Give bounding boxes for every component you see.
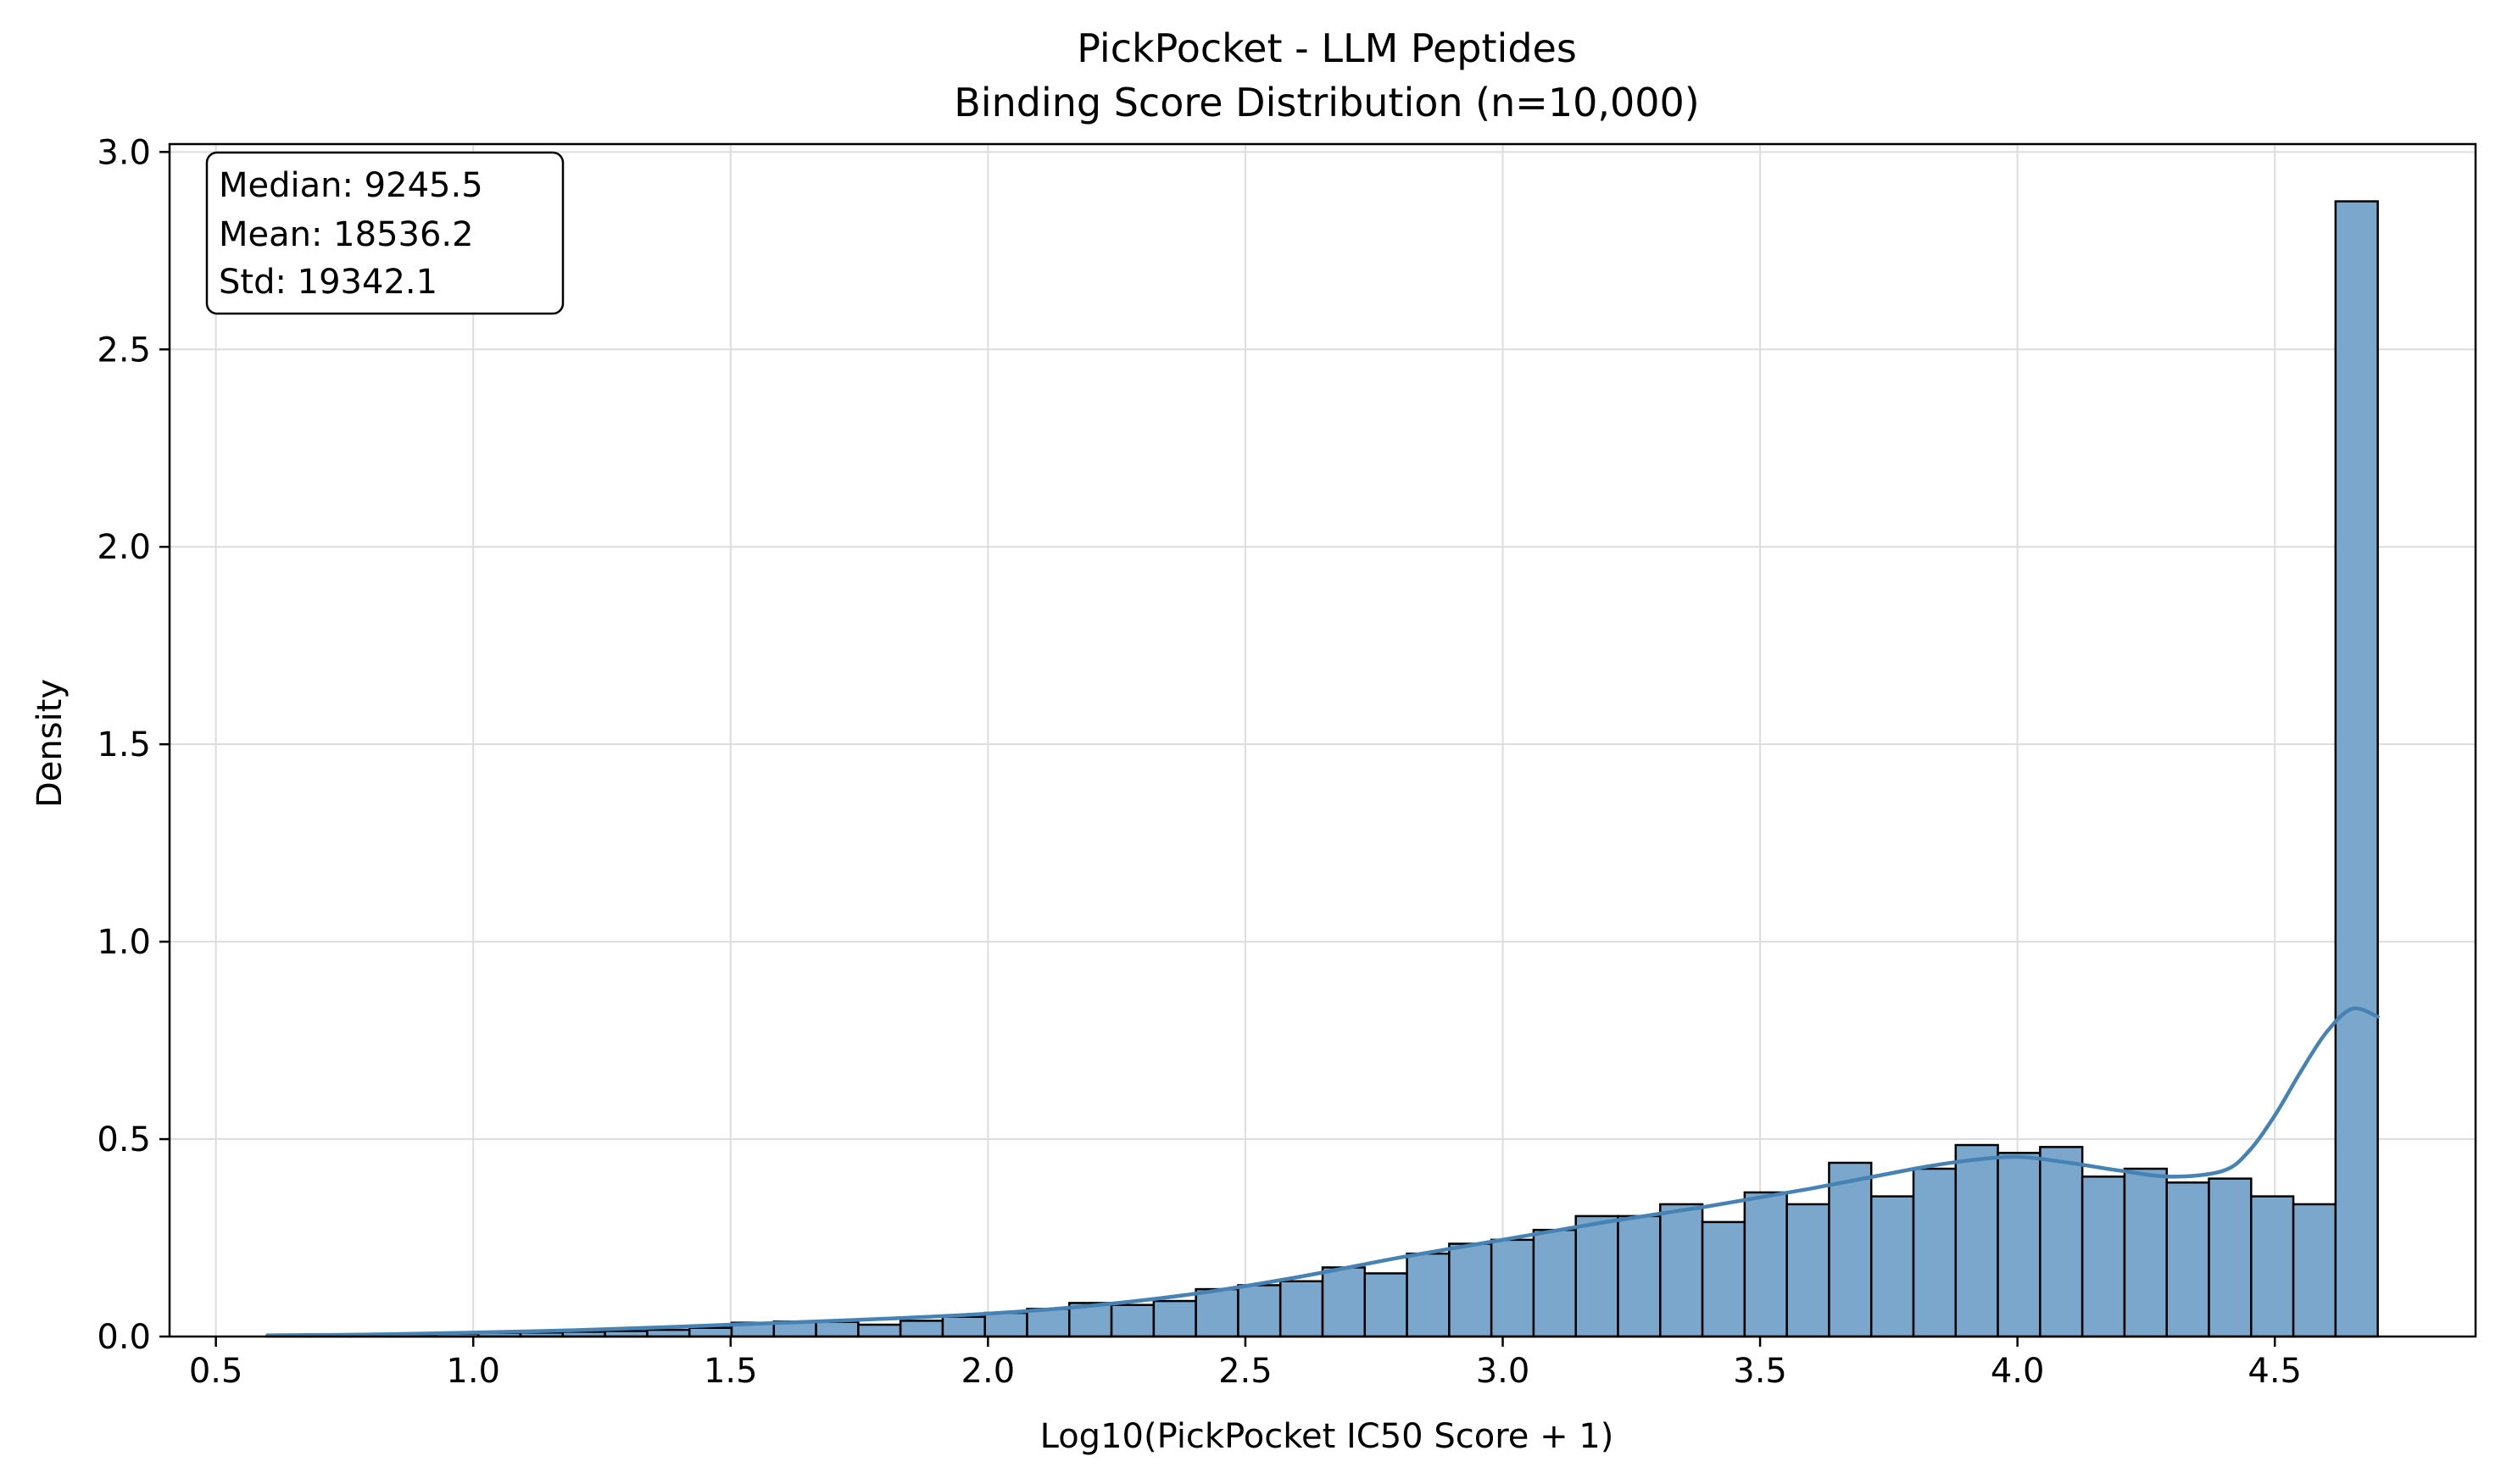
histogram-bar: [2292, 1203, 2337, 1338]
histogram-bar: [1954, 1143, 1999, 1338]
stats-annotation-box: [205, 151, 565, 315]
histogram-bar: [2123, 1167, 2168, 1338]
histogram-bar: [1363, 1272, 1408, 1338]
histogram-bar: [941, 1315, 986, 1338]
histogram-bar: [1406, 1252, 1451, 1338]
histogram-bar: [1574, 1214, 1619, 1338]
histogram-bar: [1448, 1242, 1493, 1338]
histogram-bars: [266, 200, 2379, 1338]
histogram-bar: [1617, 1214, 1662, 1338]
stats-mean: Mean: 18536.2: [219, 215, 474, 254]
histogram-bar: [815, 1320, 860, 1338]
x-tick-label: 4.5: [2248, 1352, 2302, 1391]
histogram-bar: [1490, 1238, 1535, 1338]
histogram-bar: [688, 1326, 733, 1338]
x-tick-label: 4.0: [1991, 1352, 2045, 1391]
x-tick-label: 0.5: [189, 1352, 243, 1391]
histogram-bar: [1701, 1220, 1746, 1338]
histogram-bar: [1278, 1280, 1324, 1338]
y-tick-label: 1.5: [97, 725, 151, 764]
histogram-bar: [857, 1323, 902, 1338]
x-tick-label: 1.5: [704, 1352, 758, 1391]
histogram-bar: [2080, 1176, 2126, 1338]
histogram-bar: [2039, 1146, 2084, 1338]
histogram-bar: [1237, 1284, 1282, 1338]
histogram-bar: [983, 1311, 1028, 1338]
histogram-bar: [1110, 1303, 1156, 1338]
histogram-bar: [1321, 1266, 1367, 1338]
x-tick-label: 3.0: [1476, 1352, 1530, 1391]
stats-median: Median: 9245.5: [219, 166, 483, 205]
x-tick-label: 1.0: [446, 1352, 500, 1391]
histogram-bar: [1026, 1308, 1071, 1338]
x-tick-label: 3.5: [1733, 1352, 1787, 1391]
chart-title: PickPocket - LLM Peptides: [1077, 25, 1577, 71]
histogram-bar: [1912, 1167, 1958, 1338]
histogram-bar: [2165, 1181, 2210, 1338]
histogram-bar: [1828, 1161, 1873, 1338]
y-axis-ticks: 0.0 0.5 1.0 1.5 2.0 2.5 3.0: [97, 133, 170, 1357]
histogram-bar: [1659, 1203, 1704, 1338]
stats-std: Std: 19342.1: [219, 263, 437, 302]
y-axis-label: Density: [31, 679, 70, 808]
x-tick-label: 2.0: [961, 1352, 1016, 1391]
histogram-bar: [899, 1320, 944, 1338]
histogram-bar: [2208, 1177, 2253, 1338]
x-axis-label: Log10(PickPocket IC50 Score + 1): [1040, 1417, 1614, 1456]
stats-annotation: Median: 9245.5 Mean: 18536.2 Std: 19342.…: [205, 151, 565, 315]
y-tick-label: 3.0: [97, 133, 151, 172]
y-tick-label: 1.0: [97, 923, 151, 962]
histogram-bar: [2334, 200, 2379, 1338]
y-tick-label: 2.5: [97, 331, 151, 370]
x-axis-ticks: 0.5 1.0 1.5 2.0 2.5 3.0 3.5 4.0 4.5: [189, 1337, 2302, 1391]
histogram-bar: [1869, 1195, 1915, 1338]
plot-area-frame: [168, 142, 2477, 1338]
histogram-bar: [1195, 1287, 1239, 1338]
kde-curve: [265, 1006, 2380, 1337]
histogram-bar: [1997, 1152, 2041, 1338]
kde-curve-layer: [265, 1006, 2380, 1337]
histogram-bar: [1743, 1191, 1788, 1338]
y-tick-label: 2.0: [97, 528, 151, 567]
y-tick-label: 0.5: [97, 1120, 151, 1159]
x-tick-label: 2.5: [1218, 1352, 1273, 1391]
y-tick-label: 0.0: [97, 1318, 151, 1357]
histogram-bar: [1785, 1203, 1830, 1338]
chart-subtitle: Binding Score Distribution (n=10,000): [954, 80, 1699, 125]
histogram-bar: [2250, 1195, 2295, 1338]
histogram-bar: [1152, 1299, 1197, 1338]
histogram-bar: [1532, 1228, 1577, 1338]
